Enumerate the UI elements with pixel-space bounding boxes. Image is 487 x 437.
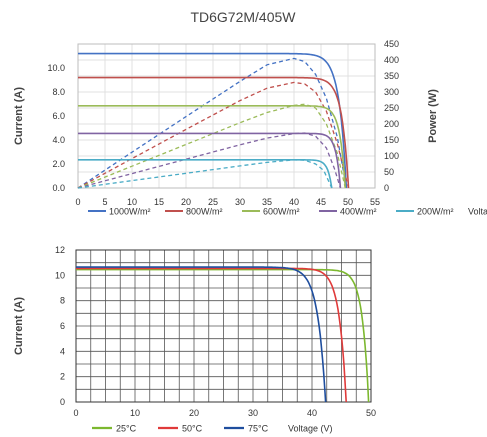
x-tick-label: 20 [189,408,199,418]
series-3 [77,103,347,189]
x-tick-label: 15 [154,197,164,207]
chart-2-legend: 25°C 50°C 75°C Voltage (V) [92,424,333,434]
current-line [78,105,347,189]
x-tick-label: 40 [289,197,299,207]
y-tick-label: 6 [60,321,65,331]
x-tick-label: 30 [235,197,245,207]
chart-2-grid [75,249,372,403]
series-1-current-line [76,268,370,403]
power-line [77,103,346,189]
x-tick-label: 10 [127,197,137,207]
y2-tick-label: 400 [384,55,399,65]
y-tick-label: 0 [60,397,65,407]
y2-tick-label: 0 [384,183,389,193]
y-tick-label: 8 [60,296,65,306]
y-tick-label: 10 [55,270,65,280]
series-2-current-line [76,267,347,403]
power-line [77,57,348,189]
legend-label: 25°C [116,424,137,434]
y2-tick-label: 100 [384,151,399,161]
x-tick-label: 0 [75,197,80,207]
y-tick-label: 4 [60,346,65,356]
chart-1-plot-border [77,43,376,189]
y-tick-label: 6.0 [52,111,65,121]
y2-tick-label: 350 [384,71,399,81]
y-tick-label: 2.0 [52,159,65,169]
x-tick-label: 0 [73,408,78,418]
x-tick-label: 30 [248,408,258,418]
legend-label: 200W/m² [417,207,454,217]
x-tick-label: 25 [208,197,218,207]
x-tick-label: 20 [181,197,191,207]
chart-1-legend: 1000W/m² 800W/m² 600W/m² 400W/m² 200W/m² Volt… [88,207,487,217]
series-1 [77,52,348,189]
y-tick-label: 4.0 [52,135,65,145]
x-tick-label: 40 [307,408,317,418]
y2-tick-label: 50 [384,167,394,177]
y2-tick-label: 150 [384,135,399,145]
power-line [77,132,342,189]
y2-tick-label: 300 [384,87,399,97]
y2-tick-label: 450 [384,39,399,49]
series-3-current-line [76,266,327,403]
chart-1-grid [77,43,376,189]
x-tick-label: 55 [370,197,380,207]
x-tick-label: 35 [262,197,272,207]
y2-tick-label: 250 [384,103,399,113]
y-tick-label: 2 [60,372,65,382]
power-line [77,159,333,189]
chart-1: TD6G72M/405W 0 5 10 15 20 25 30 35 40 45 50 55 0.0 2.0… [13,9,487,217]
current-line [78,52,348,189]
legend-label: 600W/m² [263,207,300,217]
y-tick-label: 8.0 [52,87,65,97]
power-line [77,81,350,189]
y-axis-title: Current (A) [13,87,25,145]
legend-label: 1000W/m² [109,207,151,217]
y2-tick-label: 200 [384,119,399,129]
legend-label: 75°C [248,424,269,434]
x-tick-label: 50 [343,197,353,207]
chart-2-plot-border [75,249,372,403]
chart-2: 0 10 20 30 40 50 0 2 4 6 8 10 12 Current (A) 25°C 50°C 7… [13,245,376,434]
x-tick-label: 50 [366,408,376,418]
y-axis-title: Current (A) [13,297,25,355]
legend-label: 50°C [182,424,203,434]
x-tick-label: 5 [102,197,107,207]
series-4 [77,132,342,189]
y2-axis-title: Power (W) [427,89,439,143]
series-5 [77,159,333,189]
x-tick-label: 45 [316,197,326,207]
current-line [78,76,350,189]
chart-1-title: TD6G72M/405W [190,9,296,25]
x-tick-label: 10 [130,408,140,418]
legend-label: 400W/m² [340,207,377,217]
y-tick-label: 10.0 [47,63,65,73]
legend-label: 800W/m² [186,207,223,217]
series-2 [77,76,350,189]
legend-axis-label: Voltage (V) [288,424,333,434]
y-tick-label: 0.0 [52,183,65,193]
legend-axis-label: Voltage (V) [468,207,487,217]
y-tick-label: 12 [55,245,65,255]
